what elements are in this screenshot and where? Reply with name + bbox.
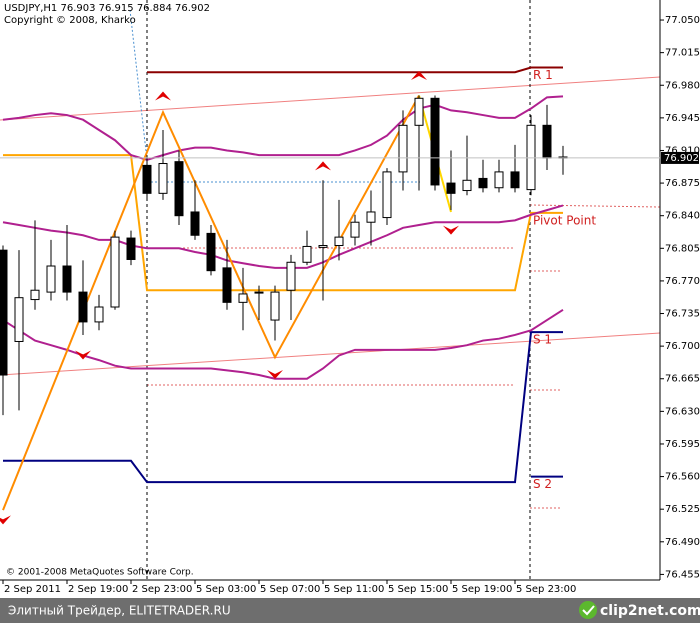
candle-body <box>382 171 392 219</box>
fractal-arrow <box>75 350 91 360</box>
candle-body <box>142 164 152 194</box>
candle-body <box>302 245 312 263</box>
subtitle: Copyright © 2008, Kharko <box>4 15 136 26</box>
y-tick-label: 76.525 <box>665 504 700 515</box>
fractal-arrow <box>267 370 283 380</box>
candle-body <box>430 97 440 186</box>
candle-body <box>334 236 344 247</box>
y-tick-label: 76.490 <box>665 537 700 548</box>
level-label: S 2 <box>533 477 552 491</box>
candle-body <box>46 265 56 293</box>
y-tick-label: 76.560 <box>665 472 700 483</box>
y-tick-label: 76.910 <box>665 145 700 156</box>
logo-icon <box>579 601 597 619</box>
candle-body <box>462 179 472 192</box>
candle-body <box>62 265 72 293</box>
x-tick-label: 5 Sep 03:00 <box>196 584 256 595</box>
candle-body <box>190 211 200 236</box>
fractal-arrow <box>155 91 171 101</box>
series-line <box>2 308 564 380</box>
candle-body <box>542 124 552 159</box>
candle-body <box>254 291 264 294</box>
candle-body <box>494 171 504 189</box>
level-label: R 1 <box>533 68 553 82</box>
y-tick-label: 76.875 <box>665 178 700 189</box>
candle-body <box>446 182 456 194</box>
candle-body <box>206 232 216 272</box>
connector <box>129 9 148 161</box>
y-tick-label: 77.050 <box>665 15 700 26</box>
candle-body <box>94 306 104 323</box>
candle-body <box>318 245 328 248</box>
fractal-arrow <box>411 71 427 81</box>
candle-body <box>110 236 120 308</box>
candle-body <box>270 291 280 321</box>
y-tick-label: 76.770 <box>665 276 700 287</box>
y-tick-label: 76.735 <box>665 309 700 320</box>
y-tick-label: 76.840 <box>665 211 700 222</box>
y-tick-label: 76.945 <box>665 113 700 124</box>
watermark: © 2001-2008 MetaQuotes Software Corp. <box>6 568 194 578</box>
candle-body <box>478 177 488 189</box>
candle-body <box>286 261 296 291</box>
current-price-box <box>661 151 699 164</box>
series-line <box>2 95 564 161</box>
candle-body <box>414 97 424 126</box>
candle-body <box>238 293 248 303</box>
candle-body <box>510 171 520 189</box>
y-tick-label: 76.665 <box>665 374 700 385</box>
x-tick-label: 5 Sep 19:00 <box>452 584 512 595</box>
series-line <box>147 66 563 74</box>
fractal-arrow <box>443 225 459 235</box>
level-label: S 1 <box>533 333 552 347</box>
series-line <box>3 331 563 484</box>
x-tick-label: 2 Sep 19:00 <box>68 584 128 595</box>
candle-body <box>158 163 168 194</box>
x-tick-label: 5 Sep 07:00 <box>260 584 320 595</box>
y-tick-label: 76.630 <box>665 406 700 417</box>
footer-site: Элитный Трейдер, ELITETRADER.RU <box>8 604 231 618</box>
fractal-arrow <box>0 515 11 525</box>
x-tick-label: 5 Sep 15:00 <box>388 584 448 595</box>
channel-line <box>0 332 661 376</box>
channel-line <box>0 76 661 121</box>
current-price-label: 76.902 <box>664 153 699 164</box>
candle-body <box>0 249 8 376</box>
y-tick-label: 77.015 <box>665 48 700 59</box>
series-line <box>2 204 564 269</box>
candle-body <box>14 297 24 342</box>
candle-body <box>366 211 376 223</box>
y-tick-label: 76.595 <box>665 439 700 450</box>
level-label: Pivot Point <box>533 213 596 227</box>
y-tick-label: 76.805 <box>665 243 700 254</box>
logo-check <box>582 605 595 616</box>
x-tick-label: 5 Sep 23:00 <box>516 584 576 595</box>
candle-body <box>350 221 360 238</box>
mid-level <box>529 204 661 208</box>
x-tick-label: 2 Sep 2011 <box>4 584 61 595</box>
candle-body <box>30 289 40 301</box>
fractal-arrow <box>315 161 331 171</box>
series-line <box>3 154 563 292</box>
footer-logo: clip2net.com <box>600 603 700 619</box>
x-tick-label: 2 Sep 23:00 <box>132 584 192 595</box>
candle-body <box>78 291 88 323</box>
x-tick-label: 5 Sep 11:00 <box>324 584 384 595</box>
candle-body <box>222 267 232 303</box>
candle-body <box>126 237 136 260</box>
y-tick-label: 76.700 <box>665 341 700 352</box>
candle-body <box>398 124 408 173</box>
y-tick-label: 76.980 <box>665 80 700 91</box>
candle-body <box>174 161 184 217</box>
y-tick-label: 76.455 <box>665 569 700 580</box>
chart-title: USDJPY,H1 76.903 76.915 76.884 76.902 <box>4 3 210 14</box>
